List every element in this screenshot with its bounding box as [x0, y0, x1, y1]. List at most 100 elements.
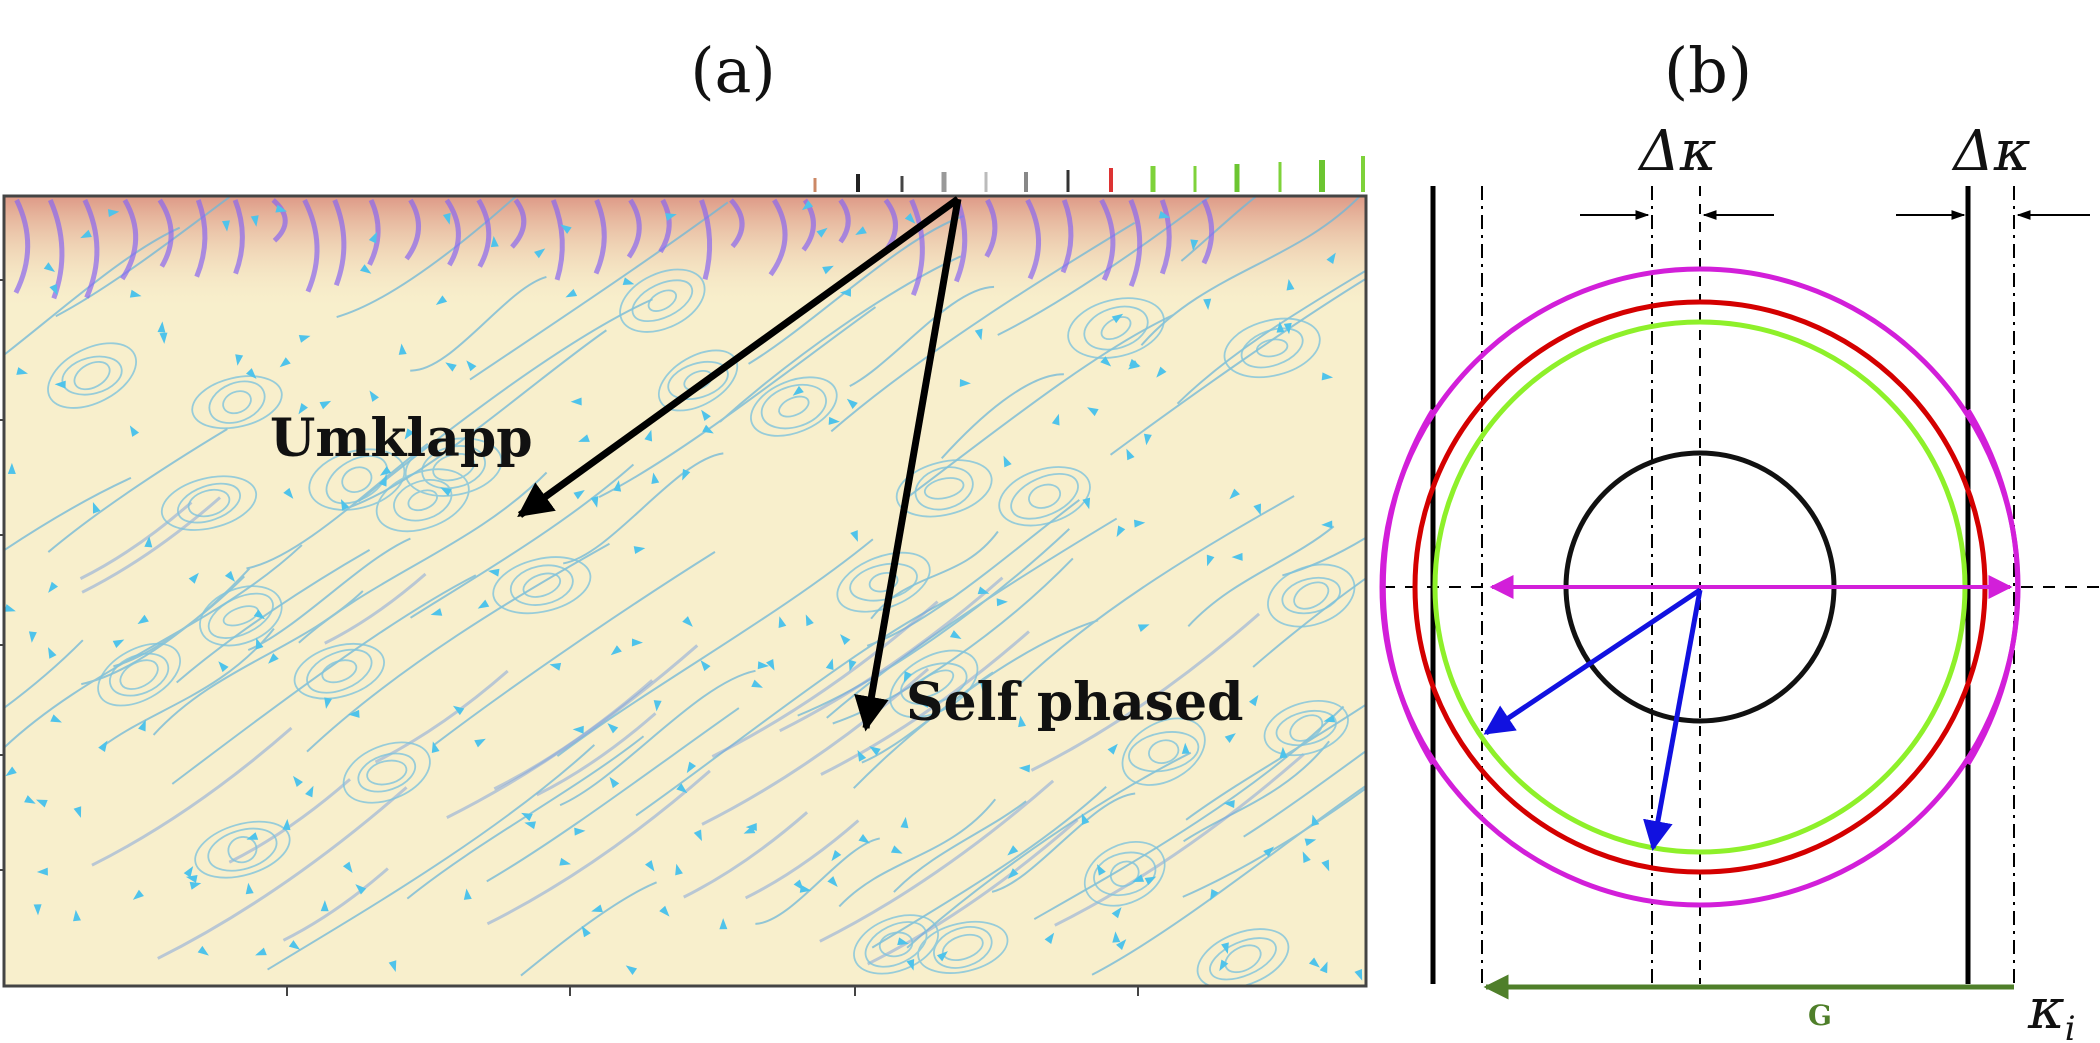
flow-arrowhead: [430, 608, 443, 616]
vortex-loop: [1263, 700, 1349, 757]
purple-streak: [626, 198, 642, 259]
kappa-subscript: i: [2065, 1009, 2076, 1043]
flow-arrowhead: [73, 909, 81, 922]
purple-streak: [510, 198, 527, 249]
vortex-loop: [917, 920, 1009, 974]
vortex-loop: [357, 752, 417, 793]
streamline: [4, 476, 132, 552]
streamline: [357, 298, 653, 503]
flow-arrowhead: [827, 876, 838, 887]
streamline: [820, 630, 1030, 776]
panel-b-label: (b): [1664, 34, 1752, 107]
streamline: [433, 551, 716, 746]
vortex-loop: [407, 489, 438, 512]
flow-arrowhead: [825, 658, 834, 671]
flow-arrowhead: [1133, 519, 1146, 528]
vortex-loop: [878, 931, 914, 958]
plot-frame: [2, 194, 1368, 988]
purple-streak: [658, 198, 672, 254]
vortex-loop: [1289, 714, 1324, 742]
flow-arrowhead: [622, 277, 635, 286]
flow-arrowhead: [590, 496, 599, 508]
vortex-loop: [207, 827, 278, 872]
flow-arrowhead: [1248, 694, 1259, 707]
flow-arrowhead: [906, 958, 915, 971]
streamline: [247, 537, 411, 651]
flow-arrowhead: [1018, 764, 1031, 773]
streamline: [819, 779, 1055, 943]
vortex-loop: [293, 642, 385, 700]
flow-arrowhead: [846, 398, 858, 409]
streamline: [719, 255, 962, 423]
flow-arrowhead: [43, 262, 56, 272]
vortex-loop: [864, 921, 928, 968]
flow-arrowhead: [869, 746, 881, 756]
self-phased-label: Self phased: [906, 672, 1243, 733]
flow-arrowhead: [224, 570, 235, 582]
flow-arrowhead: [36, 867, 48, 876]
flow-arrowhead: [431, 741, 440, 754]
streamline: [755, 837, 880, 925]
vortex-loop: [631, 279, 694, 323]
flow-arrowhead: [996, 598, 1008, 607]
g-label: G: [1808, 999, 1832, 1032]
purple-streak: [82, 198, 100, 299]
flow-arrowhead: [49, 283, 58, 296]
flow-arrowhead: [1087, 407, 1099, 417]
kappa-base: κ: [2027, 977, 2065, 1042]
vortex-loop: [1275, 709, 1337, 747]
flow-arrowhead: [305, 785, 314, 798]
vortex-loop: [109, 652, 170, 697]
flow-arrowhead: [48, 581, 59, 593]
flow-arrowhead: [129, 425, 140, 437]
purple-streak: [194, 199, 208, 278]
vortex-loop: [750, 376, 838, 437]
vortex-loop: [667, 360, 729, 400]
vortex-loop: [1196, 928, 1290, 986]
flow-arrowhead: [1231, 552, 1243, 561]
flow-arrowhead: [857, 750, 867, 762]
streamline: [469, 201, 729, 381]
vortex-loop: [1240, 327, 1304, 369]
flow-arrowhead: [7, 462, 16, 474]
streamline: [81, 496, 222, 594]
flow-arrowhead: [903, 671, 912, 683]
vortex-loop: [778, 395, 810, 418]
vortex-loop: [208, 380, 266, 424]
flow-arrowhead: [159, 332, 168, 344]
flow-arrowhead: [1203, 298, 1212, 310]
flow-arrowhead: [1081, 813, 1090, 825]
vortex-loop: [1255, 338, 1289, 358]
streamline: [940, 373, 1064, 459]
vortex-loop: [47, 342, 137, 409]
flow-arrowhead: [1116, 525, 1126, 538]
annotation-arrows: [517, 196, 962, 732]
flow-arrowhead: [80, 229, 92, 239]
flow-arrowhead: [255, 947, 267, 956]
purple-streak: [120, 198, 139, 281]
flow-arrowhead: [1319, 961, 1328, 974]
flow-arrowhead: [360, 264, 372, 274]
streamline: [102, 628, 275, 747]
streamlines: [4, 196, 1366, 977]
vortex-loop: [923, 477, 965, 500]
flow-arrowhead: [816, 227, 828, 238]
streamline: [871, 786, 1107, 949]
streamline: [1187, 525, 1335, 627]
vortex-loop: [998, 466, 1091, 527]
flow-arrowhead: [701, 409, 711, 422]
flow-arrowhead: [1007, 868, 1019, 879]
flow-arrowhead: [1302, 851, 1311, 864]
streamline: [901, 314, 1174, 503]
streamline: [4, 639, 84, 710]
flow-arrowhead: [521, 812, 533, 822]
flow-arrowhead: [98, 740, 108, 752]
flow-arrowhead: [700, 660, 711, 672]
vortex-loop: [647, 289, 677, 312]
vortex-loop: [1209, 937, 1277, 981]
purple-streak: [550, 199, 565, 281]
flow-arrowhead: [936, 951, 948, 962]
flow-arrowhead: [157, 321, 166, 333]
flow-arrowhead: [440, 487, 452, 497]
flow-arrowhead: [1223, 800, 1235, 808]
